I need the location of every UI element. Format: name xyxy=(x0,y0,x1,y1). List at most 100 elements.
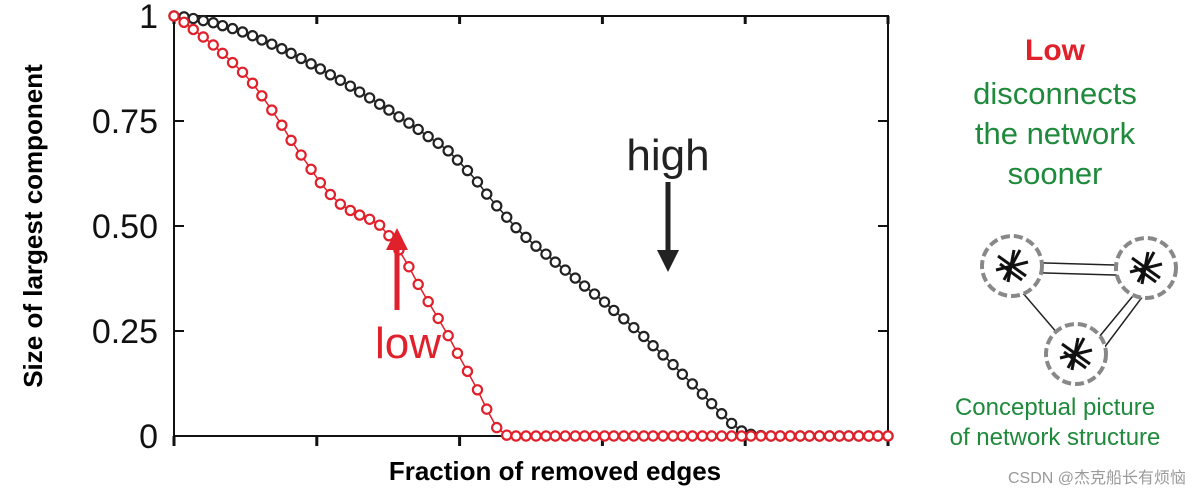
data-point-high xyxy=(393,111,405,123)
data-point-low xyxy=(216,47,229,60)
y-axis-ticks: 0 0.25 0.50 0.75 1 xyxy=(92,0,888,456)
cluster-icon xyxy=(1114,236,1178,300)
data-point-high xyxy=(403,117,415,129)
side-headline: Low xyxy=(1025,34,1085,67)
data-point-low xyxy=(735,430,748,442)
data-point-low xyxy=(794,430,806,442)
data-point-low xyxy=(432,312,444,325)
data-point-high xyxy=(432,137,444,149)
data-point-high xyxy=(618,313,630,325)
data-point-high xyxy=(638,330,650,343)
data-point-high xyxy=(197,14,209,27)
data-point-high xyxy=(686,378,699,390)
data-point-low xyxy=(647,430,659,442)
data-point-high xyxy=(569,272,581,284)
data-point-low xyxy=(451,347,464,359)
data-point-low xyxy=(510,430,522,442)
data-point-low xyxy=(314,177,327,189)
data-point-high xyxy=(608,304,620,317)
data-point-low xyxy=(168,10,180,22)
data-point-high xyxy=(471,176,484,188)
data-point-low xyxy=(813,430,826,442)
y-tick-label: 0.75 xyxy=(92,103,158,141)
data-point-low xyxy=(823,430,836,442)
data-point-high xyxy=(324,69,337,81)
data-point-high xyxy=(628,321,640,334)
data-point-high xyxy=(383,104,395,116)
data-point-low xyxy=(236,66,249,78)
x-axis-label: Fraction of removed edges xyxy=(389,456,721,486)
y-tick-label: 0.25 xyxy=(92,313,158,351)
data-point-low xyxy=(481,403,493,415)
side-text-line: sooner xyxy=(1007,156,1103,191)
data-point-low xyxy=(618,430,630,442)
data-point-low xyxy=(755,430,767,442)
cluster-icon xyxy=(980,234,1044,298)
data-point-high xyxy=(207,17,219,29)
data-point-high xyxy=(530,240,542,252)
arrow-low-head xyxy=(386,228,408,250)
data-point-high xyxy=(266,38,278,50)
data-point-high xyxy=(696,388,709,400)
data-point-low xyxy=(638,430,650,442)
data-point-low xyxy=(276,119,288,131)
data-point-low xyxy=(598,430,611,442)
data-point-high xyxy=(305,58,317,70)
data-point-low xyxy=(863,430,875,442)
data-point-high xyxy=(187,12,199,25)
network-structure-diagram xyxy=(980,234,1178,386)
data-point-high xyxy=(412,123,424,136)
data-point-high xyxy=(285,47,297,60)
y-tick-label: 0 xyxy=(139,418,158,456)
data-point-high xyxy=(226,22,239,35)
data-point-low xyxy=(588,430,601,442)
data-point-low xyxy=(285,134,297,147)
data-point-low xyxy=(471,384,484,396)
data-point-low xyxy=(715,430,728,442)
cluster-icon xyxy=(1044,322,1108,386)
data-point-low xyxy=(373,219,386,231)
data-point-low xyxy=(246,77,259,89)
data-point-high xyxy=(344,80,357,92)
data-point-low xyxy=(765,430,777,442)
data-point-high xyxy=(598,296,611,308)
diagram-caption: Conceptual picture xyxy=(954,394,1156,421)
data-point-low xyxy=(569,430,581,442)
data-point-high xyxy=(676,368,689,380)
data-point-low xyxy=(578,430,591,442)
data-point-low xyxy=(657,430,669,442)
data-point-high xyxy=(540,248,552,260)
plot-frame xyxy=(173,15,889,437)
annotation-high: high xyxy=(626,131,709,180)
data-point-low xyxy=(686,430,699,442)
data-point-high xyxy=(481,188,493,200)
diagram-caption: of network structure xyxy=(949,424,1161,451)
data-point-high xyxy=(647,340,659,352)
data-point-high xyxy=(373,98,386,110)
data-point-low xyxy=(353,209,366,221)
data-point-low xyxy=(725,430,738,442)
data-point-low xyxy=(197,31,209,43)
data-point-high xyxy=(236,26,249,38)
arrow-high-head xyxy=(657,250,679,272)
data-point-low xyxy=(520,430,532,442)
data-point-low xyxy=(628,430,640,442)
data-point-low xyxy=(540,430,552,442)
data-point-high xyxy=(578,280,591,292)
data-point-high xyxy=(216,19,229,32)
data-point-high xyxy=(715,408,728,420)
data-point-low xyxy=(882,430,894,442)
data-point-low xyxy=(696,430,709,442)
data-point-low xyxy=(667,430,679,442)
data-point-high xyxy=(501,211,513,223)
data-point-low xyxy=(363,213,376,225)
data-point-low xyxy=(295,149,307,161)
data-point-low xyxy=(608,430,620,442)
side-text-line: the network xyxy=(974,116,1136,151)
data-point-low xyxy=(305,163,317,175)
data-point-high xyxy=(491,200,503,212)
data-point-low xyxy=(324,188,337,201)
data-point-high xyxy=(520,231,532,244)
data-point-low xyxy=(676,430,689,442)
data-point-low xyxy=(178,16,190,28)
